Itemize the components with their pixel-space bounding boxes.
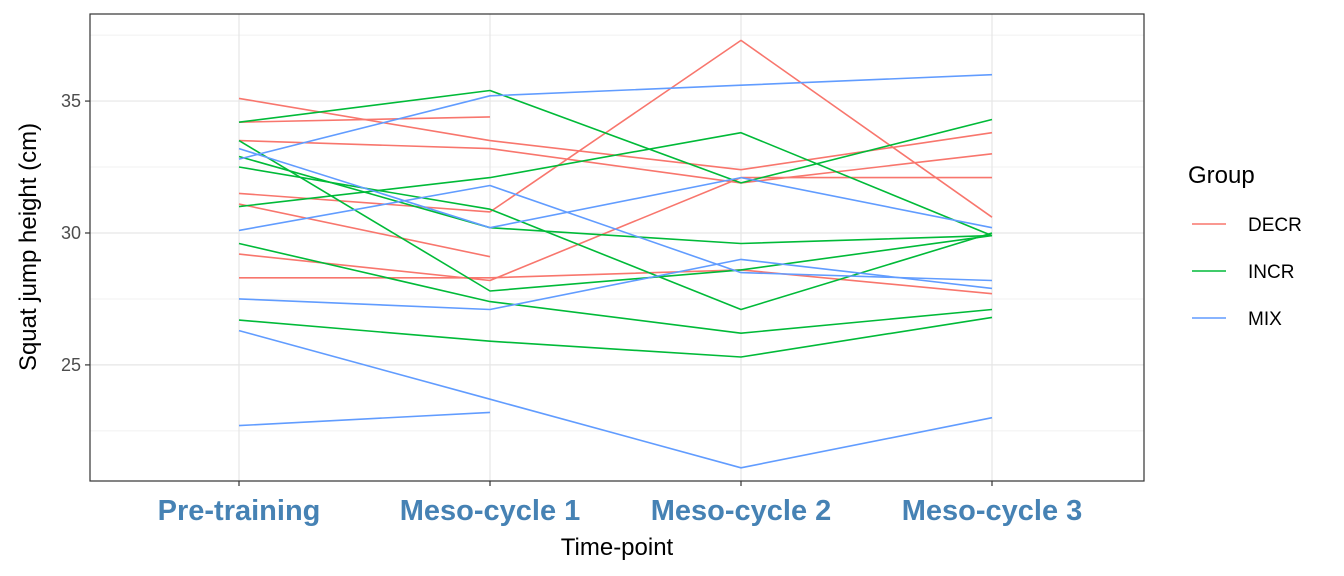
series-line-mix-17 — [238, 258, 993, 311]
series-line-incr-8 — [238, 139, 993, 292]
series-line-incr-12 — [238, 242, 993, 335]
series-line-decr-4 — [238, 203, 491, 258]
plot-panel — [90, 14, 1144, 481]
y-axis-title: Squat jump height (cm) — [15, 123, 42, 371]
series-line-mix-15 — [238, 147, 993, 229]
series-line-decr-1 — [238, 116, 491, 123]
x-tick-label-3: Meso-cycle 3 — [902, 495, 1083, 527]
series-lines — [238, 39, 993, 469]
series-line-mix-14 — [238, 73, 993, 160]
x-axis-title: Time-point — [561, 534, 674, 561]
series-line-decr-6 — [239, 269, 993, 295]
y-tick-label-30: 30 — [61, 223, 81, 243]
plot-border — [89, 13, 1145, 482]
x-tick-label-0: Pre-training — [158, 495, 321, 527]
series-line-incr-11 — [238, 131, 993, 237]
y-tick-label-35: 35 — [61, 91, 81, 111]
series-line-decr-2 — [238, 139, 993, 184]
x-tick-label-2: Meso-cycle 2 — [651, 495, 832, 527]
legend-label-mix: MIX — [1248, 309, 1282, 330]
x-tick-label-1: Meso-cycle 1 — [400, 495, 581, 527]
legend: Group DECR INCR MIX — [1188, 162, 1302, 330]
y-axis: 25 30 35 — [61, 91, 90, 375]
series-line-mix-19 — [238, 411, 491, 427]
series-line-decr-3 — [238, 39, 993, 218]
legend-title: Group — [1188, 162, 1255, 189]
series-line-mix-16 — [238, 184, 993, 282]
minor-gridlines — [90, 34, 1144, 432]
series-line-incr-7 — [238, 89, 993, 184]
series-line-mix-18 — [238, 329, 993, 469]
legend-label-incr: INCR — [1248, 262, 1294, 283]
major-gridlines — [90, 14, 1144, 481]
x-axis: Pre-training Meso-cycle 1 Meso-cycle 2 Meso… — [158, 481, 1083, 527]
legend-label-decr: DECR — [1248, 215, 1302, 236]
series-line-incr-13 — [238, 316, 993, 358]
y-tick-label-25: 25 — [61, 355, 81, 375]
